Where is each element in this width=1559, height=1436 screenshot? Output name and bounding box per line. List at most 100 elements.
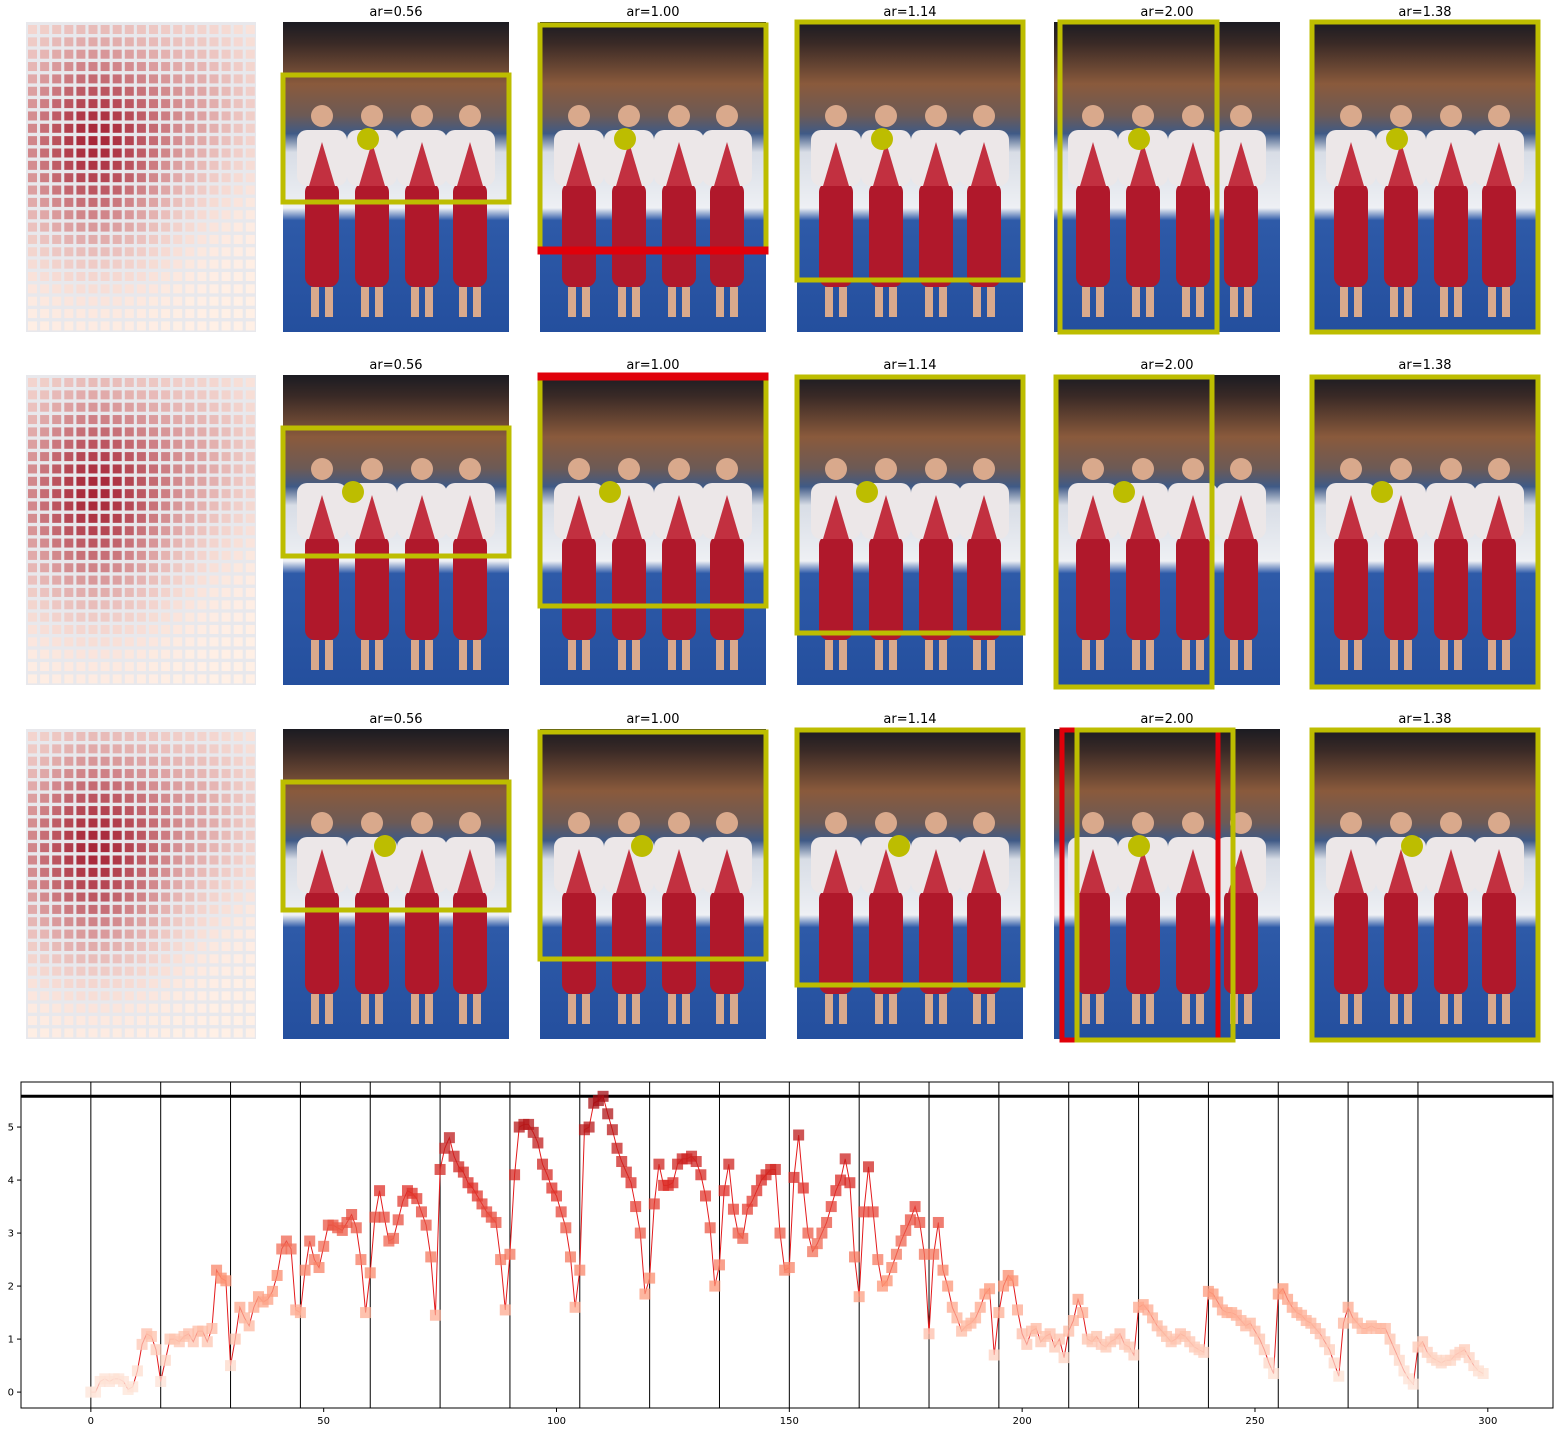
heatmap-cell xyxy=(112,550,122,560)
heatmap-cell xyxy=(173,941,183,951)
data-marker xyxy=(429,1309,441,1321)
heatmap-cell xyxy=(40,563,50,573)
heatmap-cell xyxy=(233,272,243,281)
heatmap-cell xyxy=(100,74,110,84)
heatmap-cell xyxy=(88,732,98,741)
heatmap-cell xyxy=(124,489,134,499)
data-marker xyxy=(830,1185,842,1197)
heatmap-cell xyxy=(136,966,146,976)
heatmap-cell xyxy=(28,86,37,96)
heatmap-cell xyxy=(40,513,50,523)
heatmap-cell xyxy=(173,732,183,741)
heatmap-cell xyxy=(173,111,183,121)
heatmap-cell xyxy=(233,855,243,865)
heatmap-cell xyxy=(124,390,134,400)
heatmap-cell xyxy=(245,1003,255,1013)
heatmap-cell xyxy=(197,160,207,170)
heatmap-cell xyxy=(233,25,243,34)
heatmap-cell xyxy=(28,427,37,437)
heatmap-cell xyxy=(221,390,231,400)
heatmap-cell xyxy=(185,513,195,523)
panel-title: ar=1.00 xyxy=(626,358,679,373)
heatmap-cell xyxy=(161,843,171,853)
heatmap-cell xyxy=(161,966,171,976)
heatmap-cell xyxy=(221,86,231,96)
heatmap-cell xyxy=(28,415,37,425)
heatmap-cell xyxy=(136,1016,146,1026)
heatmap-cell xyxy=(124,111,134,121)
heatmap-cell xyxy=(40,210,50,220)
heatmap-cell xyxy=(233,111,243,121)
heatmap-cell xyxy=(76,136,86,146)
heatmap-cell xyxy=(149,439,158,449)
photo xyxy=(797,729,1023,1039)
heatmap-cell xyxy=(40,818,50,828)
heatmap-cell xyxy=(173,563,183,573)
heatmap-cell xyxy=(100,830,110,840)
heatmap-cell xyxy=(161,160,171,170)
heatmap-cell xyxy=(161,476,171,486)
heatmap-cell xyxy=(136,538,146,548)
heatmap-cell xyxy=(64,756,74,766)
heatmap-cell xyxy=(76,818,86,828)
panel-title: ar=1.00 xyxy=(626,5,679,20)
heatmap-cell xyxy=(88,62,98,72)
heatmap-cell xyxy=(149,625,158,634)
heatmap-cell xyxy=(173,1028,183,1038)
heatmap-cell xyxy=(76,489,86,499)
data-marker xyxy=(1417,1336,1429,1348)
heatmap-cell xyxy=(28,929,37,939)
heatmap-cell xyxy=(88,526,98,536)
heatmap-cell xyxy=(197,637,207,647)
heatmap-cell xyxy=(28,185,37,195)
heatmap-cell xyxy=(112,284,122,294)
heatmap-cell xyxy=(149,744,158,754)
heatmap-cell xyxy=(112,427,122,437)
heatmap-cell xyxy=(76,501,86,511)
heatmap-cell xyxy=(124,402,134,412)
heatmap-cell xyxy=(136,513,146,523)
heatmap-cell xyxy=(161,867,171,877)
heatmap-cell xyxy=(209,136,219,146)
heatmap-cell xyxy=(185,818,195,828)
heatmap-cell xyxy=(88,991,98,1001)
heatmap-cell xyxy=(161,732,171,741)
heatmap-cell xyxy=(233,321,243,331)
data-marker xyxy=(131,1365,143,1377)
heatmap-cell xyxy=(149,612,158,622)
heatmap-cell xyxy=(64,222,74,232)
heatmap-cell xyxy=(88,464,98,474)
heatmap-cell xyxy=(221,662,231,672)
data-marker xyxy=(853,1291,865,1303)
heatmap-cell xyxy=(88,637,98,647)
data-marker xyxy=(415,1206,427,1218)
heatmap-cell xyxy=(209,1028,219,1038)
heatmap-cell xyxy=(209,99,219,109)
heatmap-cell xyxy=(197,49,207,59)
data-marker xyxy=(1011,1304,1023,1316)
heatmap-cell xyxy=(64,272,74,281)
heatmap-cell xyxy=(40,197,50,207)
heatmap-cell xyxy=(185,378,195,387)
heatmap-cell xyxy=(173,160,183,170)
heatmap-cell xyxy=(64,513,74,523)
heatmap-cell xyxy=(76,173,86,183)
heatmap-cell xyxy=(149,49,158,59)
data-marker xyxy=(1319,1336,1331,1348)
heatmap-cell xyxy=(173,476,183,486)
heatmap-cell xyxy=(233,612,243,622)
heatmap-cell xyxy=(173,464,183,474)
heatmap-cell xyxy=(161,563,171,573)
heatmap-cell xyxy=(28,830,37,840)
heatmap-cell xyxy=(136,843,146,853)
heatmap-cell xyxy=(136,86,146,96)
heatmap-cell xyxy=(161,148,171,158)
y-tick-label: 0 xyxy=(8,1388,14,1399)
heatmap-cell xyxy=(64,1016,74,1026)
heatmap-cell xyxy=(112,563,122,573)
heatmap-cell xyxy=(209,415,219,425)
heatmap-cell xyxy=(40,867,50,877)
heatmap-cell xyxy=(28,587,37,597)
heatmap-cell xyxy=(149,390,158,400)
heatmap-cell xyxy=(149,941,158,951)
